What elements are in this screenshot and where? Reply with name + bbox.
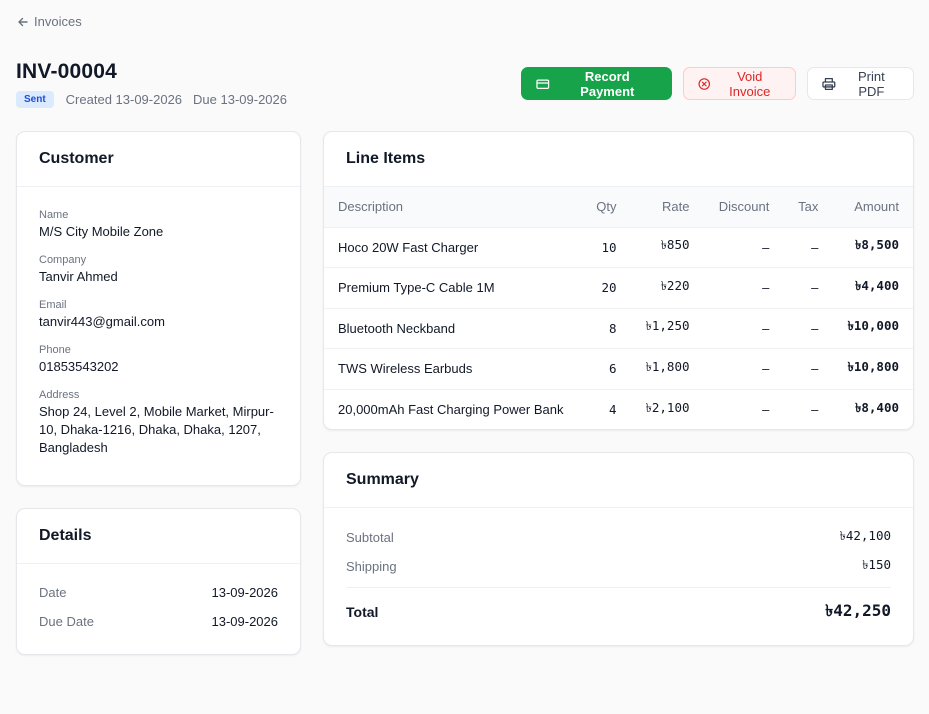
total-row: Total ৳42,250 bbox=[346, 587, 891, 625]
cell-rate: ৳850 bbox=[630, 227, 704, 268]
customer-company-field: Company Tanvir Ahmed bbox=[39, 254, 278, 286]
field-value: Shop 24, Level 2, Mobile Market, Mirpur-… bbox=[39, 404, 274, 455]
field-value: 01853543202 bbox=[39, 359, 119, 374]
cell-description: Bluetooth Neckband bbox=[324, 308, 582, 349]
line-items-table: Description Qty Rate Discount Tax Amount… bbox=[324, 187, 913, 429]
table-row: Premium Type-C Cable 1M 20 ৳220 – – ৳4,4… bbox=[324, 267, 913, 309]
detail-row-due-date: Due Date 13-09-2026 bbox=[17, 607, 300, 636]
cell-amount: ৳4,400 bbox=[832, 267, 913, 309]
customer-phone-field: Phone 01853543202 bbox=[39, 344, 278, 376]
customer-card-title: Customer bbox=[17, 132, 300, 187]
record-payment-label: Record Payment bbox=[580, 68, 635, 99]
summary-card: Summary Subtotal ৳42,100 Shipping ৳150 T… bbox=[323, 452, 914, 646]
void-invoice-label: Void Invoice bbox=[729, 68, 771, 99]
printer-icon bbox=[822, 77, 836, 90]
table-row: TWS Wireless Earbuds 6 ৳1,800 – – ৳10,80… bbox=[324, 348, 913, 390]
details-card: Details Date 13-09-2026 Due Date 13-09-2… bbox=[16, 508, 301, 655]
created-date: Created 13-09-2026 bbox=[65, 92, 183, 107]
detail-value: 13-09-2026 bbox=[211, 585, 279, 600]
column-header-amount: Amount bbox=[832, 187, 913, 228]
total-value: ৳42,250 bbox=[825, 601, 891, 620]
field-label: Address bbox=[39, 389, 80, 401]
subtotal-row: Subtotal ৳42,100 bbox=[324, 523, 913, 552]
field-value: tanvir443@gmail.com bbox=[39, 314, 165, 329]
cell-tax: – bbox=[783, 348, 833, 390]
cell-tax: – bbox=[811, 402, 819, 417]
print-pdf-button[interactable]: Print PDF bbox=[807, 67, 914, 100]
column-header-discount: Discount bbox=[703, 187, 784, 228]
detail-label: Date bbox=[39, 585, 67, 600]
credit-card-icon bbox=[536, 78, 550, 89]
table-header-row: Description Qty Rate Discount Tax Amount bbox=[324, 187, 913, 228]
detail-label: Due Date bbox=[39, 614, 94, 629]
cell-tax: – bbox=[783, 227, 833, 268]
cell-qty: 10 bbox=[581, 227, 631, 268]
cell-amount: ৳10,000 bbox=[832, 308, 913, 349]
cell-qty: 20 bbox=[581, 267, 631, 309]
customer-email-field: Email tanvir443@gmail.com bbox=[39, 299, 278, 331]
customer-name-field: Name M/S City Mobile Zone bbox=[39, 209, 278, 241]
shipping-label: Shipping bbox=[346, 559, 397, 574]
cell-rate: ৳1,800 bbox=[630, 348, 704, 390]
column-header-qty: Qty bbox=[581, 187, 631, 228]
cell-amount: ৳8,400 bbox=[855, 399, 899, 415]
cell-description: 20,000mAh Fast Charging Power Bank bbox=[338, 402, 564, 417]
line-items-card: Line Items Description Qty Rate Discount… bbox=[323, 131, 914, 430]
total-label: Total bbox=[346, 603, 379, 620]
cell-qty: 6 bbox=[581, 348, 631, 390]
cell-discount: – bbox=[703, 308, 784, 349]
cell-rate: ৳2,100 bbox=[645, 399, 690, 415]
field-value: M/S City Mobile Zone bbox=[39, 224, 164, 239]
cell-qty: 8 bbox=[581, 308, 631, 349]
back-link-label: Invoices bbox=[34, 14, 82, 29]
cell-rate: ৳1,250 bbox=[630, 308, 704, 349]
cell-discount: – bbox=[762, 402, 770, 417]
status-badge: Sent bbox=[16, 91, 54, 108]
cell-amount: ৳10,800 bbox=[832, 348, 913, 390]
field-label: Name bbox=[39, 209, 69, 221]
cell-discount: – bbox=[703, 267, 784, 309]
shipping-row: Shipping ৳150 bbox=[324, 552, 913, 581]
void-invoice-button[interactable]: Void Invoice bbox=[683, 67, 796, 100]
cell-description: Hoco 20W Fast Charger bbox=[324, 227, 582, 268]
field-value: Tanvir Ahmed bbox=[39, 269, 118, 284]
cell-tax: – bbox=[783, 308, 833, 349]
cell-discount: – bbox=[703, 348, 784, 390]
column-header-tax: Tax bbox=[783, 187, 833, 228]
detail-row-date: Date 13-09-2026 bbox=[17, 578, 300, 607]
record-payment-button[interactable]: Record Payment bbox=[521, 67, 672, 100]
field-label: Email bbox=[39, 299, 67, 311]
subtotal-value: ৳42,100 bbox=[839, 527, 891, 543]
back-link[interactable]: Invoices bbox=[17, 14, 82, 29]
cell-description: TWS Wireless Earbuds bbox=[324, 348, 582, 390]
page-title: INV-00004 bbox=[16, 60, 118, 83]
line-items-card-title: Line Items bbox=[324, 132, 913, 187]
customer-address-field: Address Shop 24, Level 2, Mobile Market,… bbox=[39, 389, 278, 457]
arrow-left-icon bbox=[18, 17, 28, 26]
subtotal-label: Subtotal bbox=[346, 530, 394, 545]
field-label: Phone bbox=[39, 344, 71, 356]
column-header-rate: Rate bbox=[630, 187, 704, 228]
cell-tax: – bbox=[783, 267, 833, 309]
details-card-title: Details bbox=[17, 509, 300, 564]
column-header-description: Description bbox=[324, 187, 582, 228]
field-label: Company bbox=[39, 254, 87, 266]
header-actions: Record Payment Void Invoice Print PDF bbox=[521, 67, 914, 100]
shipping-value: ৳150 bbox=[862, 556, 891, 572]
print-pdf-label: Print PDF bbox=[858, 68, 885, 99]
cell-description: Premium Type-C Cable 1M bbox=[324, 267, 582, 309]
cell-amount: ৳8,500 bbox=[832, 227, 913, 268]
summary-card-title: Summary bbox=[324, 453, 913, 508]
cell-discount: – bbox=[703, 227, 784, 268]
customer-card: Customer Name M/S City Mobile Zone Compa… bbox=[16, 131, 301, 486]
table-row: Bluetooth Neckband 8 ৳1,250 – – ৳10,000 bbox=[324, 308, 913, 349]
x-circle-icon bbox=[698, 77, 710, 90]
cell-rate: ৳220 bbox=[630, 267, 704, 309]
invoice-meta: Sent Created 13-09-2026 Due 13-09-2026 bbox=[16, 91, 287, 108]
table-row: Hoco 20W Fast Charger 10 ৳850 – – ৳8,500 bbox=[324, 227, 913, 268]
detail-value: 13-09-2026 bbox=[211, 614, 279, 629]
cell-qty: 4 bbox=[608, 402, 617, 417]
due-date: Due 13-09-2026 bbox=[193, 92, 287, 107]
table-row: 20,000mAh Fast Charging Power Bank 4 ৳2,… bbox=[324, 389, 913, 429]
